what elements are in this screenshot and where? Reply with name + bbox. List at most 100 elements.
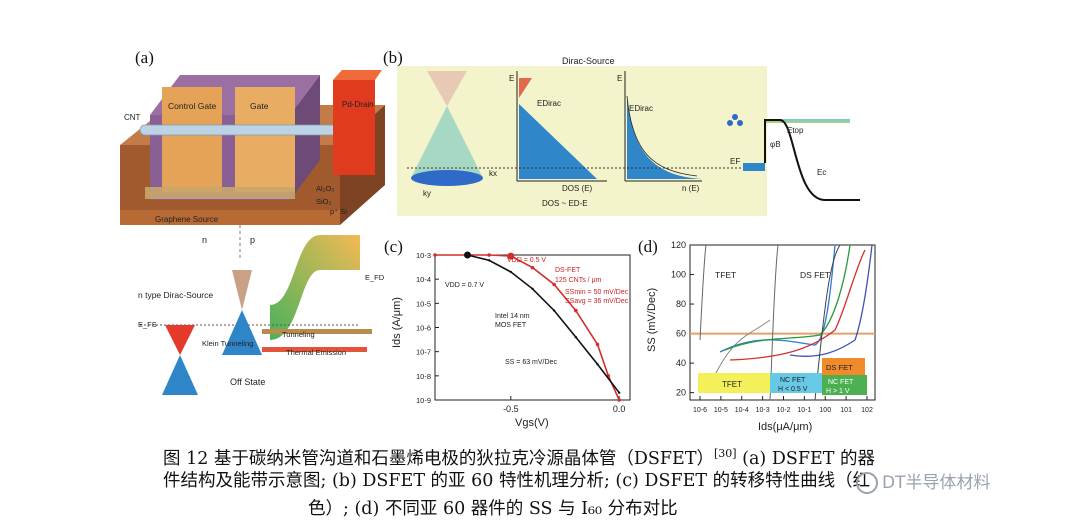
c-data-point: [487, 253, 491, 257]
vdd05-marker: [507, 252, 515, 260]
kx-label: kx: [489, 169, 497, 178]
ec-label: Ec: [817, 168, 826, 177]
caption-line-2: 件结构及能带示意图; (b) DSFET 的亚 60 特性机理分析; (c) D…: [163, 471, 871, 491]
vdd07-marker: [464, 251, 471, 259]
thermal-label: Thermal Emission: [286, 348, 346, 357]
box-tfet: [698, 373, 770, 393]
box-ncfet-low: [770, 373, 822, 393]
c-ytick-label: 10-3: [416, 251, 431, 260]
watermark-text: DT半导体材料: [882, 473, 991, 493]
c-data-point: [552, 282, 556, 287]
graphene-source-label: Graphene Source: [155, 215, 219, 224]
vdd05-label: VDD = 0.5 V: [507, 257, 546, 264]
c-data-point: [509, 270, 513, 274]
panel-c-letter: (c): [384, 237, 403, 256]
d-xtick-label: 10-6: [693, 407, 707, 414]
c-data-point: [487, 259, 491, 262]
c-data-point: [596, 363, 599, 366]
c-data-point: [552, 309, 556, 312]
caption-ref: [30]: [714, 447, 737, 460]
d-xtick-label: 102: [861, 407, 873, 414]
control-gate-label: Control Gate: [168, 101, 216, 111]
dos-relation: DOS ~ ED-E: [542, 199, 588, 208]
gate-label: Gate: [250, 101, 269, 111]
ss63-label: SS = 63 mV/Dec: [505, 359, 557, 366]
caption-line-1-text: 图 12 基于碳纳米管沟道和石墨烯电极的狄拉克冷源晶体管（DSFET）: [163, 448, 715, 469]
c-data-point: [530, 265, 535, 270]
panel-c-ylabel: Ids (A/μm): [391, 297, 403, 348]
cnts-label: 125 CNTs / μm: [555, 277, 602, 284]
d-ytick-label: 120: [671, 240, 686, 250]
d-xtick-label: 10-1: [797, 407, 811, 414]
panel-c-chart: 10-9 10-8 10-7 10-6 10-5 10-4 10-3 -0.5 0.0 Ids…: [391, 251, 631, 429]
c-data-point: [531, 287, 534, 290]
panel-d-letter: (d): [638, 237, 658, 256]
c-ytick-label: 10-9: [416, 396, 431, 405]
c-ytick-label: 10-6: [416, 324, 431, 333]
panel-d-ylabel: SS (mV/Dec): [646, 288, 658, 352]
box-ds-label: DS FET: [826, 363, 853, 372]
cnt-label: CNT: [124, 113, 141, 122]
sio2-label: SiO₂: [316, 197, 332, 206]
vdd07-label: VDD = 0.7 V: [445, 282, 484, 289]
d-ytick-label: 100: [671, 270, 686, 280]
ss36-label: SSavg = 36 mV/Dec: [565, 298, 629, 305]
c-ytick-label: 10-7: [416, 348, 431, 357]
phib-label: φB: [770, 140, 781, 149]
d-ytick-label: 40: [676, 358, 686, 368]
p-label: p: [250, 235, 255, 245]
ss50-label: SSmin = 50 mV/Dec: [565, 289, 629, 296]
al2o3-label: Al₂O₃: [316, 184, 334, 193]
dos-e-axis: E: [509, 74, 514, 83]
ef-label: EF: [730, 157, 740, 166]
panel-b-letter: (b): [383, 48, 403, 67]
n-label: n: [202, 235, 207, 245]
dsfet-label: DS-FET: [555, 267, 581, 274]
d-xtick-label: 101: [840, 407, 852, 414]
c-series-line: [467, 254, 620, 394]
panel-d-xlabel: Ids(μA/μm): [758, 421, 812, 433]
c-data-point: [617, 398, 621, 402]
d-xtick-label: 10-3: [756, 407, 770, 414]
tunneling-label: Tunneling: [282, 330, 315, 339]
psi-label: p⁺ Si: [330, 207, 347, 216]
c-data-point: [595, 342, 600, 347]
edirac2-label: EDirac: [629, 104, 653, 113]
d-xtick-label: 10-2: [776, 407, 790, 414]
n-e-axis: E: [617, 74, 622, 83]
c-data-point: [617, 391, 621, 394]
caption-line-1b-text: (a) DSFET 的器: [736, 448, 875, 469]
intel-label: Intel 14 nm: [495, 313, 530, 320]
watermark: DT半导体材料: [856, 468, 990, 494]
efd-label: E_FD: [365, 273, 385, 282]
box-nc1-a: NC FET: [780, 377, 806, 384]
d-dsfet-label: DS FET: [800, 270, 830, 280]
c-ytick-label: 10-5: [416, 299, 431, 308]
ky-label: ky: [423, 189, 431, 198]
panel-a-figure: Control Gate Gate CNT Pd-Drain Al₂O₃ SiO…: [120, 70, 385, 395]
panel-c-xlabel: Vgs(V): [515, 417, 549, 429]
edirac1-label: EDirac: [537, 99, 561, 108]
gate-block: [235, 87, 295, 192]
c-ytick-label: 10-8: [416, 372, 431, 381]
c-ytick-label: 10-4: [416, 275, 431, 284]
d-ytick-label: 20: [676, 388, 686, 398]
d-xtick-label: 10-4: [735, 407, 749, 414]
box-ncfet-high: [822, 375, 867, 395]
n-type-label: n type Dirac-Source: [138, 290, 213, 300]
box-tfet-label: TFET: [722, 380, 742, 389]
d-ytick-label: 80: [676, 299, 686, 309]
panel-b-figure: Dirac-Source kx ky E EDirac DOS (E) DOS …: [397, 56, 767, 216]
panel-b-title: Dirac-Source: [562, 56, 615, 66]
c-data-point: [574, 308, 578, 313]
d-xtick-label: 10-5: [714, 407, 728, 414]
box-nc1-b: H < 0.5 V: [778, 386, 808, 393]
box-dsfet: [822, 358, 865, 375]
watermark-logo-icon: [856, 472, 878, 494]
etop-label: Etop: [787, 126, 804, 135]
c-data-point: [433, 253, 437, 257]
caption-line-3: 色）; (d) 不同亚 60 器件的 SS 与 I₆₀ 分布对比: [308, 499, 678, 519]
efs-label: E_FS: [138, 320, 157, 329]
off-state-label: Off State: [230, 377, 265, 387]
c-xtick-label: -0.5: [503, 404, 519, 414]
